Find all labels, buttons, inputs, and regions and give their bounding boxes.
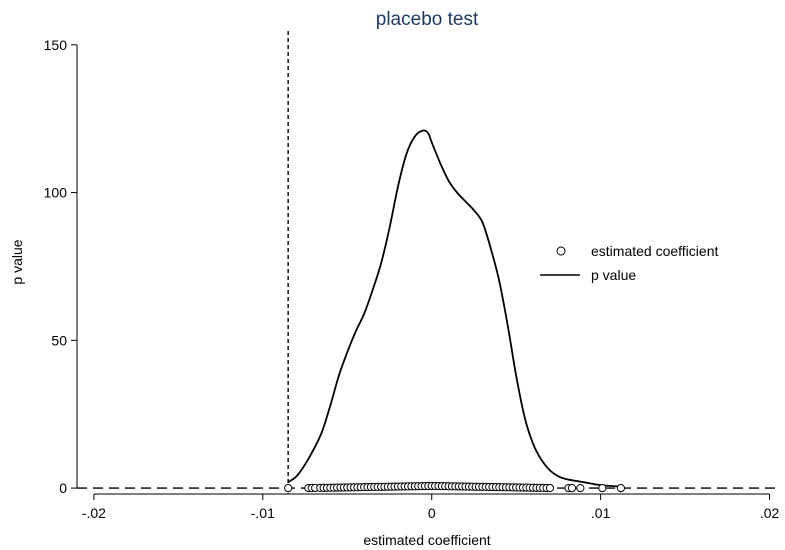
p-value-series: [287, 129, 621, 488]
legend-label-estimated-coefficient: estimated coefficient: [591, 243, 718, 259]
x-tick-label: 0: [428, 505, 436, 521]
y-tick-label: 50: [51, 332, 67, 348]
y-tick-label: 100: [44, 185, 68, 201]
chart-title: placebo test: [376, 9, 479, 30]
legend-label-p-value: p value: [591, 267, 636, 283]
data-point: [576, 483, 585, 493]
axes: 0 50 100 150 -.02 -.01 0 .01 .02: [44, 37, 780, 521]
x-tick-label: -.02: [82, 505, 106, 521]
x-tick-label: -.01: [251, 505, 275, 521]
x-tick-label: .01: [591, 505, 611, 521]
y-tick-label: 150: [44, 37, 68, 53]
reference-lines: [77, 31, 778, 494]
data-point: [616, 483, 626, 493]
x-tick-label: .02: [760, 505, 780, 521]
data-point: [567, 483, 577, 493]
legend-marker-estimated-coefficient: [556, 246, 566, 256]
y-tick-label: 0: [59, 480, 67, 496]
data-point: [284, 483, 293, 493]
y-axis-label: p value: [9, 239, 25, 284]
p-value-line: [287, 129, 621, 488]
data-point: [598, 483, 607, 493]
data-point: [545, 483, 555, 493]
estimated-coefficient-series: [284, 481, 626, 493]
legend: estimated coefficient p value: [540, 243, 718, 283]
x-axis-label: estimated coefficient: [363, 532, 490, 548]
